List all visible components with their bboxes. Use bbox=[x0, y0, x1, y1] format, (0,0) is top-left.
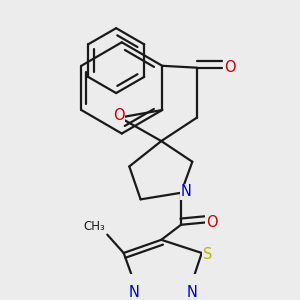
Text: O: O bbox=[224, 60, 235, 75]
Text: CH₃: CH₃ bbox=[83, 220, 105, 233]
Text: O: O bbox=[113, 108, 124, 123]
Text: S: S bbox=[203, 247, 213, 262]
Text: O: O bbox=[206, 215, 218, 230]
Text: N: N bbox=[181, 184, 192, 200]
Text: N: N bbox=[186, 285, 197, 300]
Text: N: N bbox=[129, 285, 140, 300]
